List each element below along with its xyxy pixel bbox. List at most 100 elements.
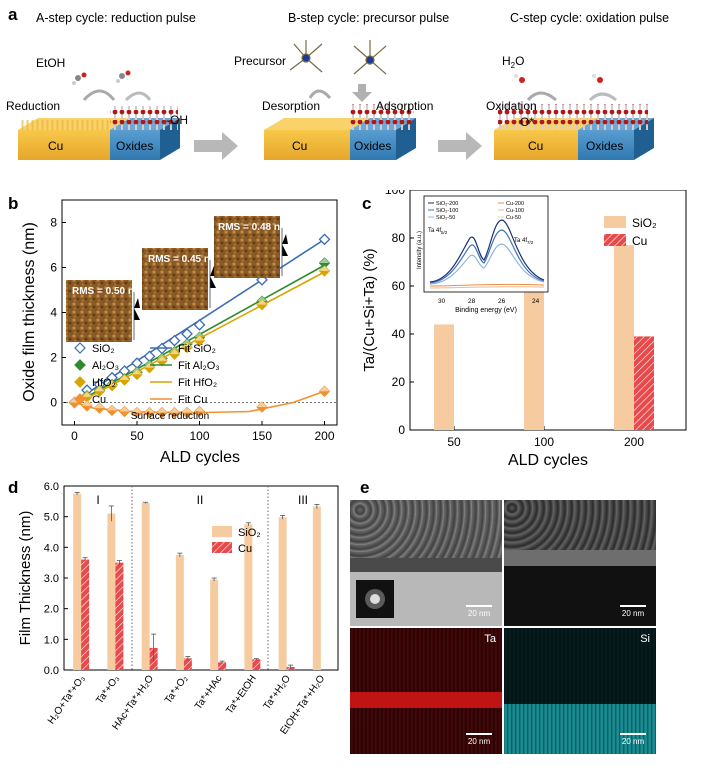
arrow-right-icon-2	[438, 132, 482, 160]
legend-swatch-sio2-d	[212, 526, 232, 537]
y-axis-label-c: Ta/(Cu+Si+Ta) (%)	[361, 248, 378, 371]
panel-b-chart: 0 50 100 150 200 0 2 4 6 8 RMS = 0.50 nm RMS = 0.…	[21, 199, 338, 466]
tem-image-dark: 20 nm	[504, 500, 656, 626]
bar-hatch	[115, 562, 124, 670]
data-point-half	[132, 407, 142, 413]
bar	[175, 555, 184, 670]
data-point-half	[319, 386, 330, 392]
scale-bar-4: 20 nm	[620, 733, 646, 746]
legend-swatch-sio2-c	[604, 216, 626, 228]
y-tick-label: 6	[50, 261, 57, 275]
data-point-half	[157, 355, 167, 361]
y-axis-label-d: Film Thickness (nm)	[17, 511, 34, 646]
y-tick-label: 2	[50, 351, 57, 365]
molecule-icon	[72, 70, 131, 85]
rms-label-1: RMS = 0.50 nm	[72, 286, 143, 297]
x-tick-label: 100	[534, 435, 554, 449]
x-axis-label-b: ALD cycles	[160, 449, 240, 466]
block-b: Cu Oxides Precursor Desorption Adsorptio…	[234, 40, 433, 160]
adsorption-label: Adsorption	[376, 99, 433, 113]
svg-text:30: 30	[438, 298, 446, 305]
legend-marker	[74, 376, 86, 388]
x-tick-label: Ta*+EtOH	[224, 673, 259, 716]
step-c-title: C-step cycle: oxidation pulse	[510, 11, 669, 25]
x-tick-label: 0	[71, 429, 78, 443]
panel-label-e: e	[360, 478, 370, 497]
inset-y-label: Intensity (a.u.)	[417, 231, 423, 269]
legend-fit-label: Fit Al₂O₃	[178, 360, 220, 372]
inset-legend: SiO₂-200 SiO₂-100 SiO₂-50 Cu-200 Cu-100 …	[428, 201, 524, 221]
data-point	[168, 334, 181, 347]
panel-c-chart: 0 20 40 60 80 100 50 100 200 SiO₂ Cu SiO₂-200 Si…	[361, 190, 687, 469]
data-point-half	[144, 362, 155, 368]
x-tick-label: 100	[189, 429, 209, 443]
bar	[107, 513, 116, 670]
svg-text:SiO₂-100: SiO₂-100	[436, 208, 458, 214]
legend-label-cu-d: Cu	[238, 543, 252, 555]
y-tick-label: 2.0	[44, 604, 59, 616]
data-point-half	[94, 386, 105, 392]
oxides-label-c: Oxides	[586, 139, 623, 153]
data-point-half	[194, 406, 205, 412]
bar	[73, 493, 82, 670]
y-tick-label: 6.0	[44, 481, 59, 493]
data-point-half	[82, 400, 92, 406]
legend-label: Al₂O₃	[92, 360, 119, 372]
rms-label-3: RMS = 0.48 nm	[218, 222, 289, 233]
x-tick-label: Ta*+H₂O	[262, 673, 294, 712]
cu-label-b: Cu	[292, 139, 307, 153]
y-tick-label: 8	[50, 216, 57, 230]
arrow-icon	[82, 89, 116, 102]
legend-label-cu-c: Cu	[632, 234, 647, 248]
x-axis-label-c: ALD cycles	[508, 452, 588, 469]
x-tick-label: 150	[252, 429, 272, 443]
data-point-half	[182, 342, 192, 348]
legend-marker	[74, 393, 86, 405]
block-c: Cu Oxides H2O Oxidation O*	[486, 54, 654, 160]
y-tick-label: 5.0	[44, 512, 59, 524]
y-tick-label: 1.0	[44, 634, 59, 646]
fft-inset	[356, 580, 394, 618]
etoh-label: EtOH	[36, 56, 65, 70]
svg-text:26: 26	[498, 298, 506, 305]
h2o-label: H2O	[502, 54, 524, 70]
desorption-label: Desorption	[262, 99, 320, 113]
x-tick-label: Ta*+O₃	[94, 673, 121, 706]
y-tick-label: 20	[392, 375, 406, 389]
ta-label: Ta	[484, 633, 496, 645]
x-tick-label: 200	[314, 429, 334, 443]
svg-text:24: 24	[532, 298, 540, 305]
x-tick-label: Ta*+HAc	[193, 673, 224, 711]
y-tick-label: 4	[50, 306, 57, 320]
data-point-half	[182, 407, 192, 413]
rms-label-2: RMS = 0.45 nm	[148, 254, 219, 265]
cu-label-c: Cu	[528, 139, 543, 153]
cu-label-a: Cu	[48, 139, 63, 153]
bar-hatch	[252, 659, 261, 670]
data-point-half	[107, 380, 117, 386]
xps-inset: SiO₂-200 SiO₂-100 SiO₂-50 Cu-200 Cu-100 …	[417, 195, 549, 314]
data-point-half	[119, 375, 130, 380]
data-point-half	[144, 407, 155, 413]
panel-label-c: c	[362, 194, 372, 213]
data-point-half	[169, 407, 180, 413]
afm-inset-1: RMS = 0.50 nm	[66, 280, 143, 342]
bar	[278, 517, 287, 670]
data-point-half	[157, 407, 167, 413]
block-a: Cu Oxides Reduction -OH EtOH	[6, 56, 188, 160]
data-point-half	[194, 332, 205, 338]
panel-d-chart: I II III 0.0 1.0 2.0 3.0 4.0 5.0 6.0 H₂O+Ta*+O₃…	[17, 481, 339, 737]
oxides-label-b: Oxides	[354, 139, 391, 153]
y-tick-label: 80	[392, 231, 406, 245]
bar-hatch	[218, 662, 227, 670]
eds-map-ta: Ta 20 nm	[350, 628, 502, 754]
legend-marker	[74, 359, 86, 371]
tem-image-bright: 20 nm	[350, 500, 502, 626]
svg-text:SiO₂-50: SiO₂-50	[436, 215, 455, 221]
y-axis-label-b: Oxide film thickness (nm)	[21, 222, 38, 402]
precursor-label: Precursor	[234, 54, 286, 68]
oxides-label-a: Oxides	[116, 139, 153, 153]
group-label-3: III	[298, 493, 308, 507]
data-point-half	[319, 265, 330, 271]
surface-reduction-label: Surface reduction	[131, 411, 209, 422]
